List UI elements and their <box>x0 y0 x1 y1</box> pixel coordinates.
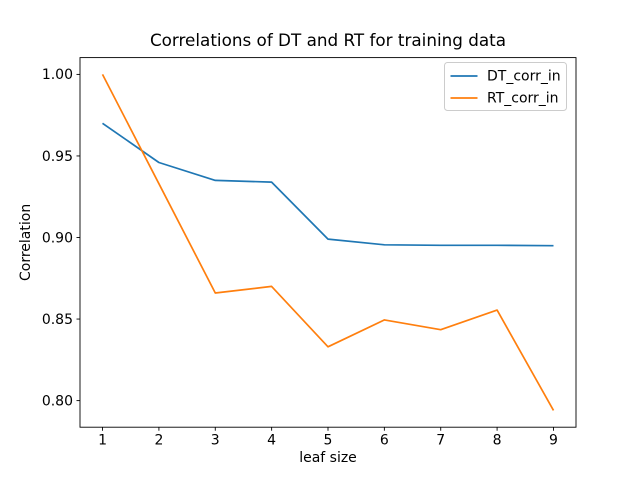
x-tick-label: 9 <box>549 433 558 449</box>
legend: DT_corr_in RT_corr_in <box>444 62 567 111</box>
axes-frame <box>79 57 577 428</box>
x-tick-label: 1 <box>98 433 107 449</box>
plot-area <box>79 57 577 428</box>
x-tick-label: 7 <box>436 433 445 449</box>
data-series <box>101 74 555 411</box>
y-tick-label: 0.80 <box>42 393 73 409</box>
x-axis-ticks: 1 2 3 4 5 6 7 8 9 <box>98 427 558 449</box>
legend-label-dt: DT_corr_in <box>487 69 561 85</box>
chart-title: Correlations of DT and RT for training d… <box>150 30 506 50</box>
series-line-DT_corr_in <box>102 122 554 247</box>
y-tick-label: 0.90 <box>42 230 73 246</box>
x-tick-label: 8 <box>493 433 502 449</box>
y-tick-label: 1.00 <box>42 67 73 83</box>
x-tick-label: 4 <box>267 433 276 449</box>
y-tick-label: 0.95 <box>42 149 73 165</box>
y-axis-label: Correlation <box>18 204 34 281</box>
x-tick-label: 3 <box>211 433 220 449</box>
x-tick-label: 5 <box>324 433 333 449</box>
series-line-RT_corr_in <box>101 74 555 411</box>
x-tick-label: 2 <box>154 433 163 449</box>
x-tick-label: 6 <box>380 433 389 449</box>
y-tick-label: 0.85 <box>42 312 73 328</box>
x-axis-label: leaf size <box>299 450 357 466</box>
y-axis-ticks: 0.80 0.85 0.90 0.95 1.00 <box>42 67 80 409</box>
legend-label-rt: RT_corr_in <box>487 91 559 107</box>
